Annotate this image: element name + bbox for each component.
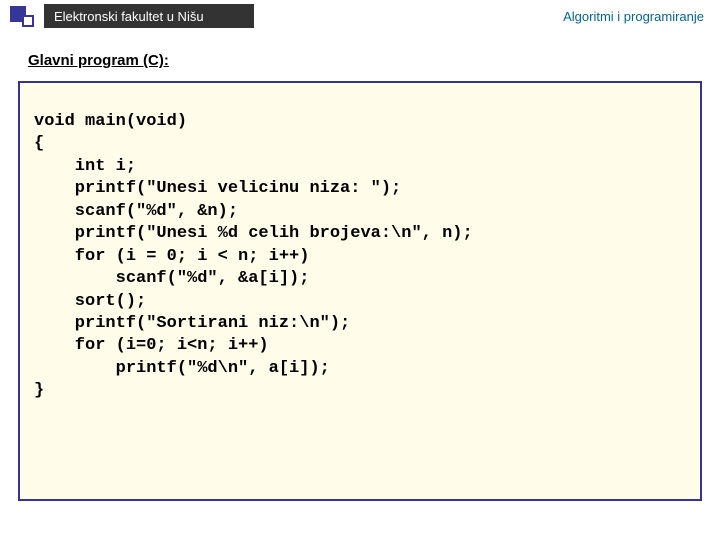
- section-title: Glavni program (C):: [28, 52, 720, 69]
- logo-icon: [0, 0, 44, 32]
- logo-small-square: [23, 16, 33, 26]
- faculty-title: Elektronski fakultet u Nišu: [54, 9, 204, 24]
- header-faculty-strip: Elektronski fakultet u Nišu: [44, 4, 254, 28]
- slide-header: Elektronski fakultet u Nišu Algoritmi i …: [0, 0, 720, 32]
- code-block: void main(void) { int i; printf("Unesi v…: [18, 81, 702, 501]
- header-left: Elektronski fakultet u Nišu: [0, 0, 254, 32]
- header-course-title: Algoritmi i programiranje: [563, 9, 712, 24]
